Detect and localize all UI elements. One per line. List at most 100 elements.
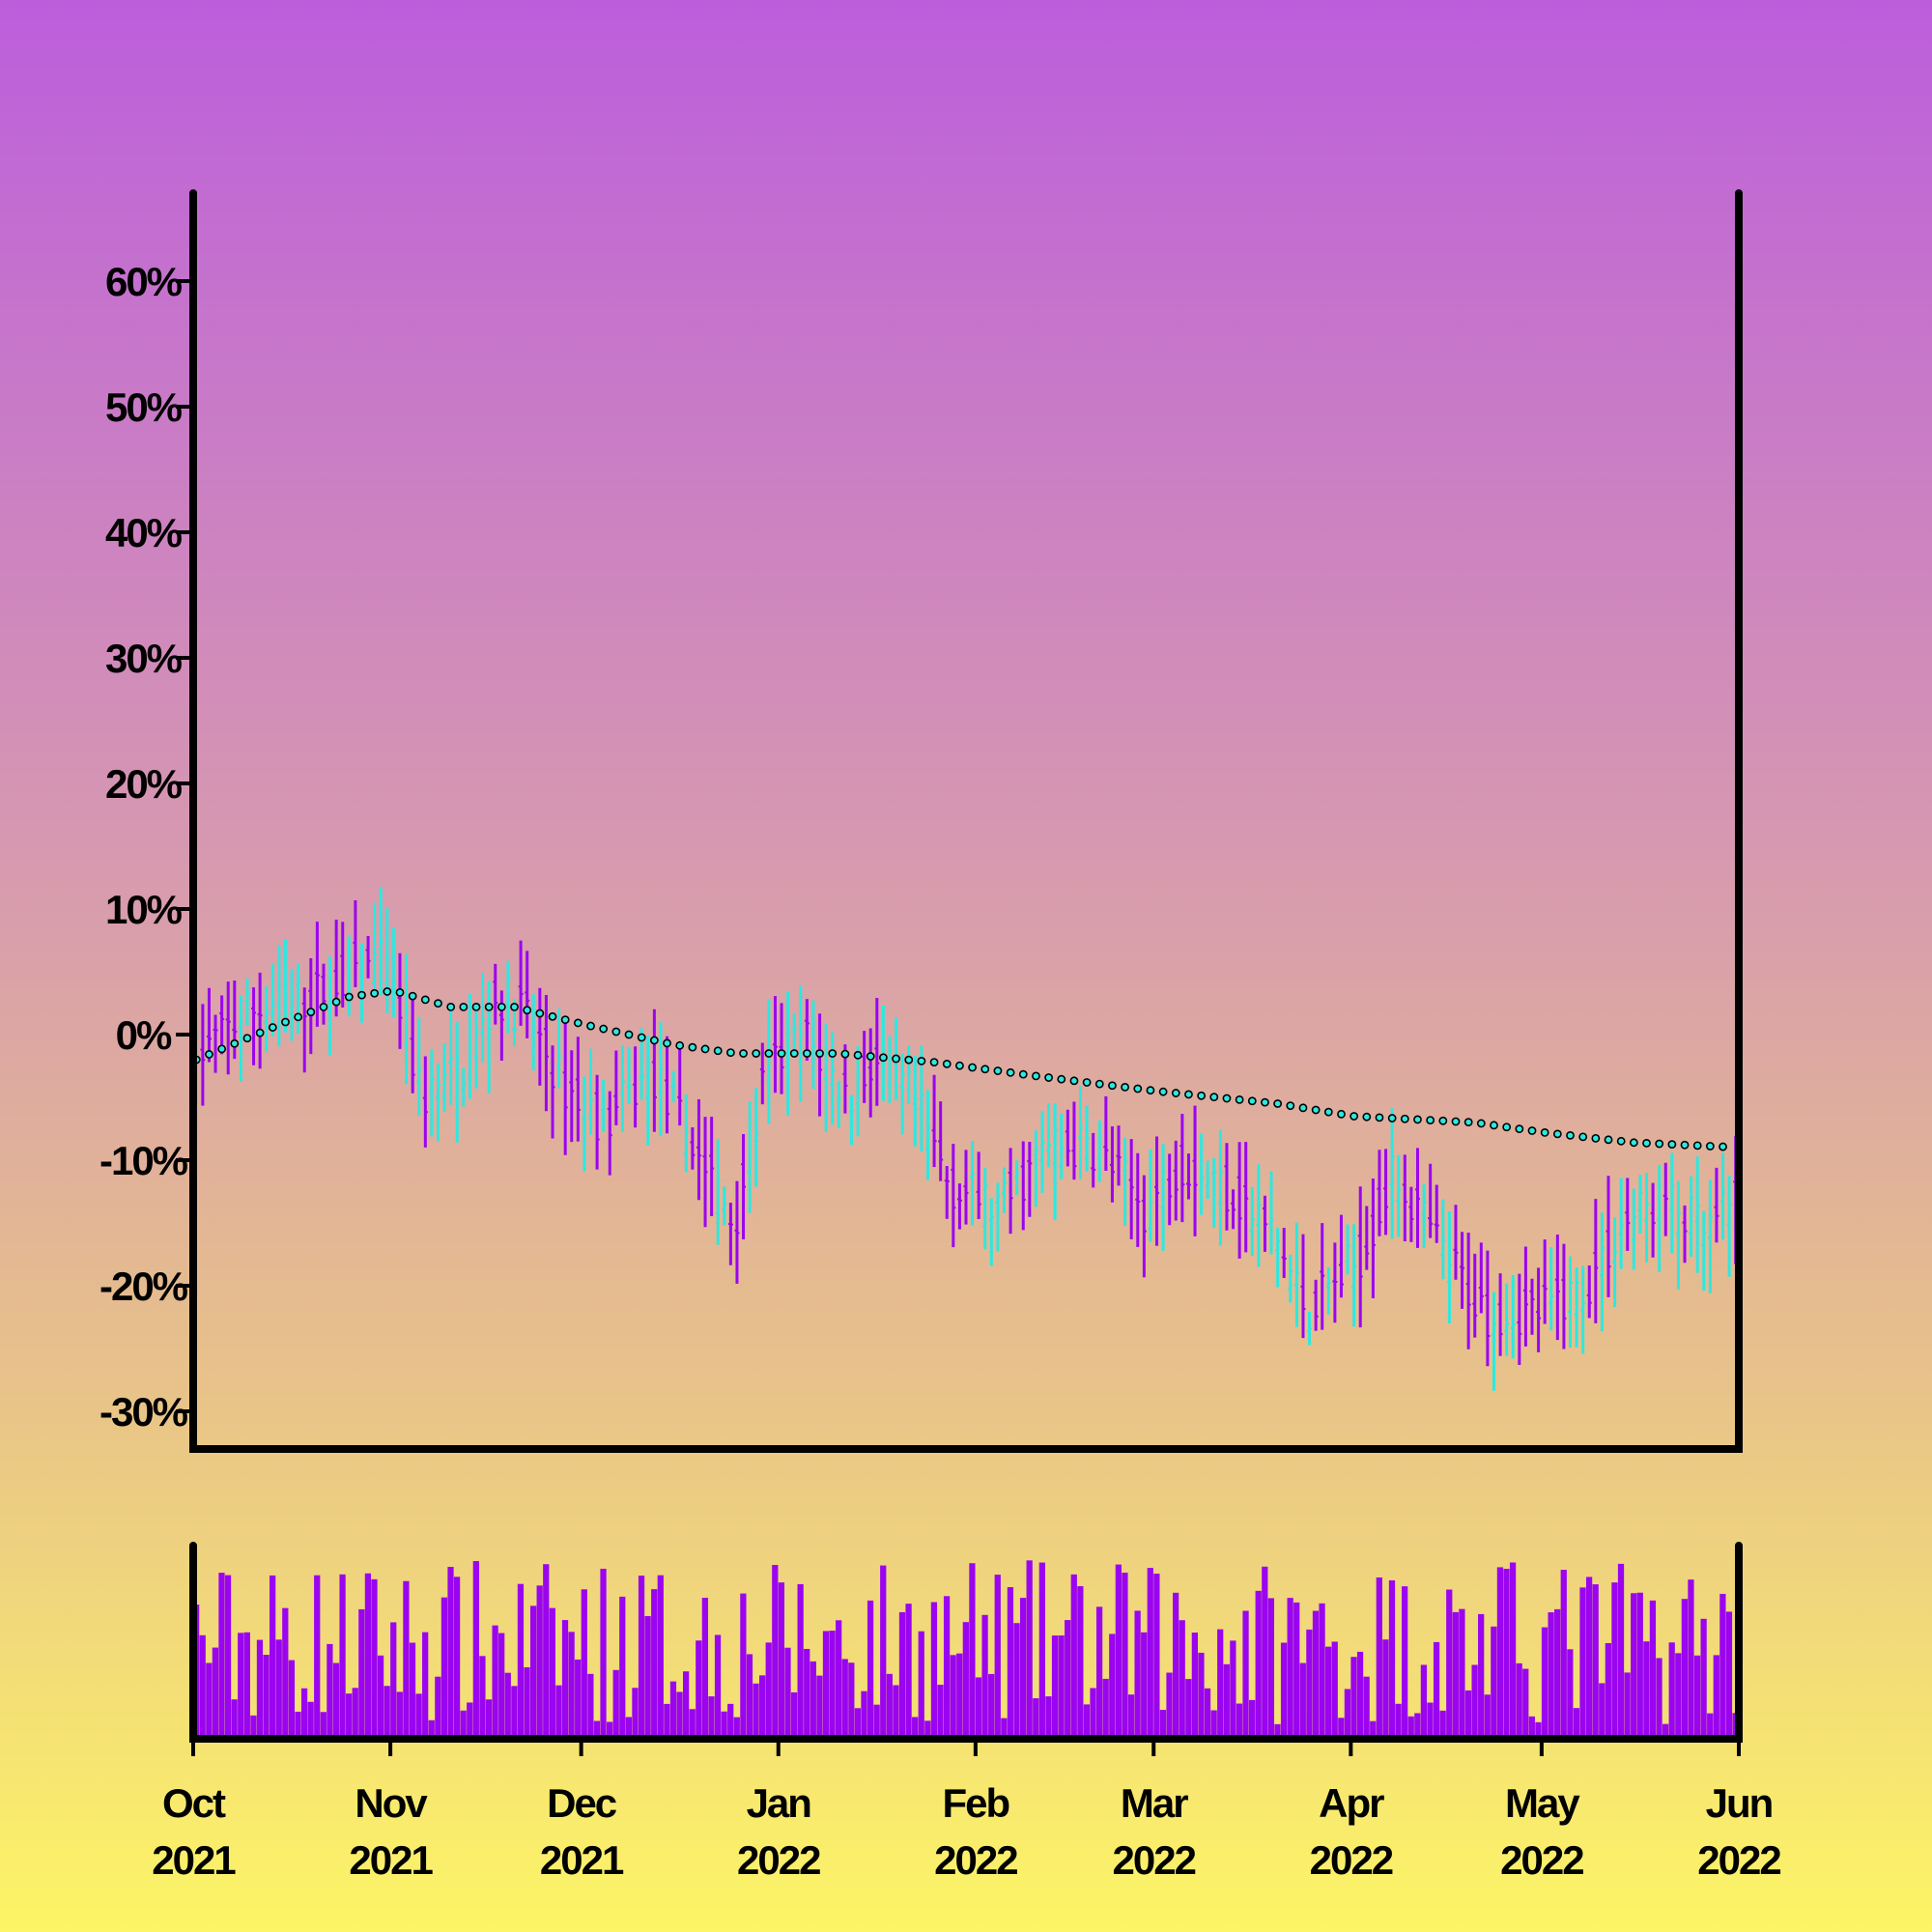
volume-bar xyxy=(696,1640,702,1739)
ohlc-bar xyxy=(461,1067,467,1107)
moving-average-point xyxy=(459,1003,469,1011)
volume-bar xyxy=(1560,1570,1567,1739)
volume-bar xyxy=(206,1662,213,1739)
volume-bar xyxy=(1407,1716,1414,1739)
ohlc-bar xyxy=(665,1036,670,1134)
ohlc-bar xyxy=(677,1042,683,1126)
moving-average-point xyxy=(1261,1097,1269,1107)
ohlc-bar xyxy=(830,1032,836,1125)
ohlc-bar xyxy=(1421,1183,1427,1248)
volume-bar xyxy=(962,1622,969,1739)
ohlc-bar xyxy=(1453,1205,1459,1280)
volume-bar xyxy=(625,1717,632,1739)
ohlc-bar xyxy=(753,1088,759,1187)
ohlc-bar xyxy=(798,985,804,1102)
volume-bar xyxy=(1363,1676,1370,1739)
volume-bar xyxy=(988,1673,995,1739)
ohlc-bar xyxy=(1002,1167,1008,1213)
moving-average-point xyxy=(853,1050,863,1060)
moving-average-point xyxy=(535,1009,545,1018)
volume-bar xyxy=(403,1580,410,1739)
volume-bar xyxy=(721,1711,727,1739)
ohlc-bar xyxy=(1268,1171,1274,1255)
volume-bar xyxy=(950,1655,956,1739)
ohlc-bar xyxy=(1217,1129,1223,1246)
volume-bar xyxy=(263,1655,270,1739)
ohlc-bar xyxy=(1389,1108,1395,1239)
moving-average-point xyxy=(993,1066,1003,1075)
volume-bar xyxy=(924,1720,931,1739)
ohlc-bar xyxy=(1345,1224,1350,1275)
volume-bar xyxy=(467,1702,473,1739)
ohlc-bar xyxy=(1008,1148,1013,1235)
x-tick-month-label: Oct xyxy=(162,1780,226,1826)
volume-bar xyxy=(1522,1668,1529,1739)
moving-average-point xyxy=(929,1058,939,1066)
volume-bar xyxy=(727,1703,734,1739)
volume-bar xyxy=(644,1615,651,1739)
ohlc-bar xyxy=(525,951,530,1038)
volume-bar xyxy=(288,1660,296,1739)
moving-average-point xyxy=(1311,1105,1321,1115)
volume-bar xyxy=(765,1642,772,1739)
moving-average-line xyxy=(191,987,1727,1151)
moving-average-point xyxy=(1108,1081,1117,1091)
volume-bar xyxy=(1293,1602,1300,1739)
ohlc-bar xyxy=(1014,1160,1020,1196)
volume-bar xyxy=(612,1669,619,1739)
volume-bar xyxy=(733,1717,740,1739)
volume-bar xyxy=(1223,1663,1230,1739)
ohlc-bar xyxy=(1402,1154,1407,1241)
ohlc-bar xyxy=(1408,1186,1414,1242)
volume-bar xyxy=(504,1672,511,1739)
volume-panel-frame xyxy=(189,1542,1743,1743)
volume-bar xyxy=(930,1602,938,1739)
moving-average-point xyxy=(446,1003,456,1011)
moving-average-point xyxy=(306,1008,316,1016)
moving-average-point xyxy=(242,1034,252,1043)
ohlc-bar xyxy=(1243,1142,1249,1253)
volume-bar xyxy=(364,1573,372,1739)
volume-bar xyxy=(587,1673,594,1739)
ohlc-bar xyxy=(308,957,314,1055)
ohlc-bar xyxy=(1357,1186,1363,1328)
volume-bar xyxy=(1643,1641,1650,1739)
ohlc-bar xyxy=(1542,1239,1548,1324)
volume-bar xyxy=(346,1693,353,1739)
ohlc-bar xyxy=(970,1141,976,1226)
volume-bar xyxy=(295,1711,301,1739)
moving-average-point xyxy=(917,1056,926,1065)
volume-bar xyxy=(829,1631,836,1739)
ohlc-bar xyxy=(734,1180,740,1284)
volume-bar xyxy=(893,1685,899,1739)
ohlc-bar xyxy=(862,1031,867,1103)
ohlc-bar xyxy=(416,1016,422,1116)
moving-average-point xyxy=(611,1027,621,1037)
ohlc-bar xyxy=(1338,1214,1344,1298)
volume-bar xyxy=(1402,1586,1408,1739)
ohlc-bar xyxy=(473,1009,479,1089)
x-tick-year-label: 2022 xyxy=(934,1837,1017,1883)
ohlc-bar xyxy=(1364,1206,1370,1270)
moving-average-point xyxy=(955,1061,964,1070)
volume-bar xyxy=(994,1575,1001,1739)
volume-bar xyxy=(898,1611,906,1739)
ohlc-bar xyxy=(384,907,390,1013)
volume-bar xyxy=(632,1688,639,1739)
x-tick-year-label: 2021 xyxy=(152,1837,236,1883)
x-tick-month-label: Jan xyxy=(747,1780,811,1826)
volume-bar xyxy=(270,1575,276,1739)
moving-average-point xyxy=(1515,1124,1524,1134)
x-tick-month-label: May xyxy=(1505,1780,1580,1826)
ohlc-bar xyxy=(1383,1149,1389,1236)
ohlc-bar xyxy=(1091,1132,1096,1188)
volume-bars xyxy=(193,1560,1739,1739)
ohlc-bar xyxy=(225,981,231,1075)
volume-bar xyxy=(1033,1698,1039,1739)
moving-average-point xyxy=(1133,1084,1143,1094)
volume-bar xyxy=(682,1671,690,1739)
ohlc-bar xyxy=(397,952,403,1049)
ohlc-bar xyxy=(1039,1111,1045,1193)
moving-average-point xyxy=(230,1038,240,1048)
